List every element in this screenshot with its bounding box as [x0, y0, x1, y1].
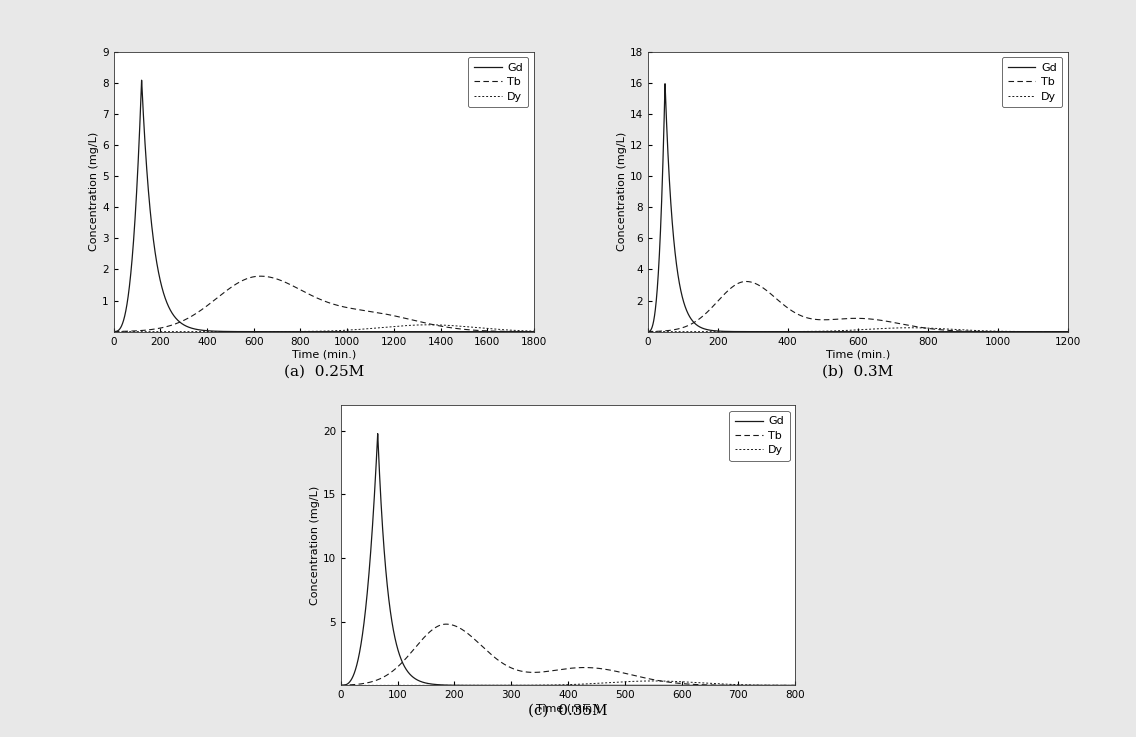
- Y-axis label: Concentration (mg/L): Concentration (mg/L): [90, 132, 99, 251]
- Legend: Gd, Tb, Dy: Gd, Tb, Dy: [729, 411, 790, 461]
- Y-axis label: Concentration (mg/L): Concentration (mg/L): [310, 486, 320, 605]
- Text: (b)  0.3M: (b) 0.3M: [822, 365, 893, 379]
- Legend: Gd, Tb, Dy: Gd, Tb, Dy: [468, 57, 528, 107]
- Y-axis label: Concentration (mg/L): Concentration (mg/L): [617, 132, 627, 251]
- Legend: Gd, Tb, Dy: Gd, Tb, Dy: [1002, 57, 1062, 107]
- X-axis label: Time (min.): Time (min.): [292, 349, 356, 360]
- X-axis label: Time (min.): Time (min.): [536, 703, 600, 713]
- X-axis label: Time (min.): Time (min.): [826, 349, 889, 360]
- Text: (c)  0.35M: (c) 0.35M: [528, 704, 608, 718]
- Text: (a)  0.25M: (a) 0.25M: [284, 365, 364, 379]
